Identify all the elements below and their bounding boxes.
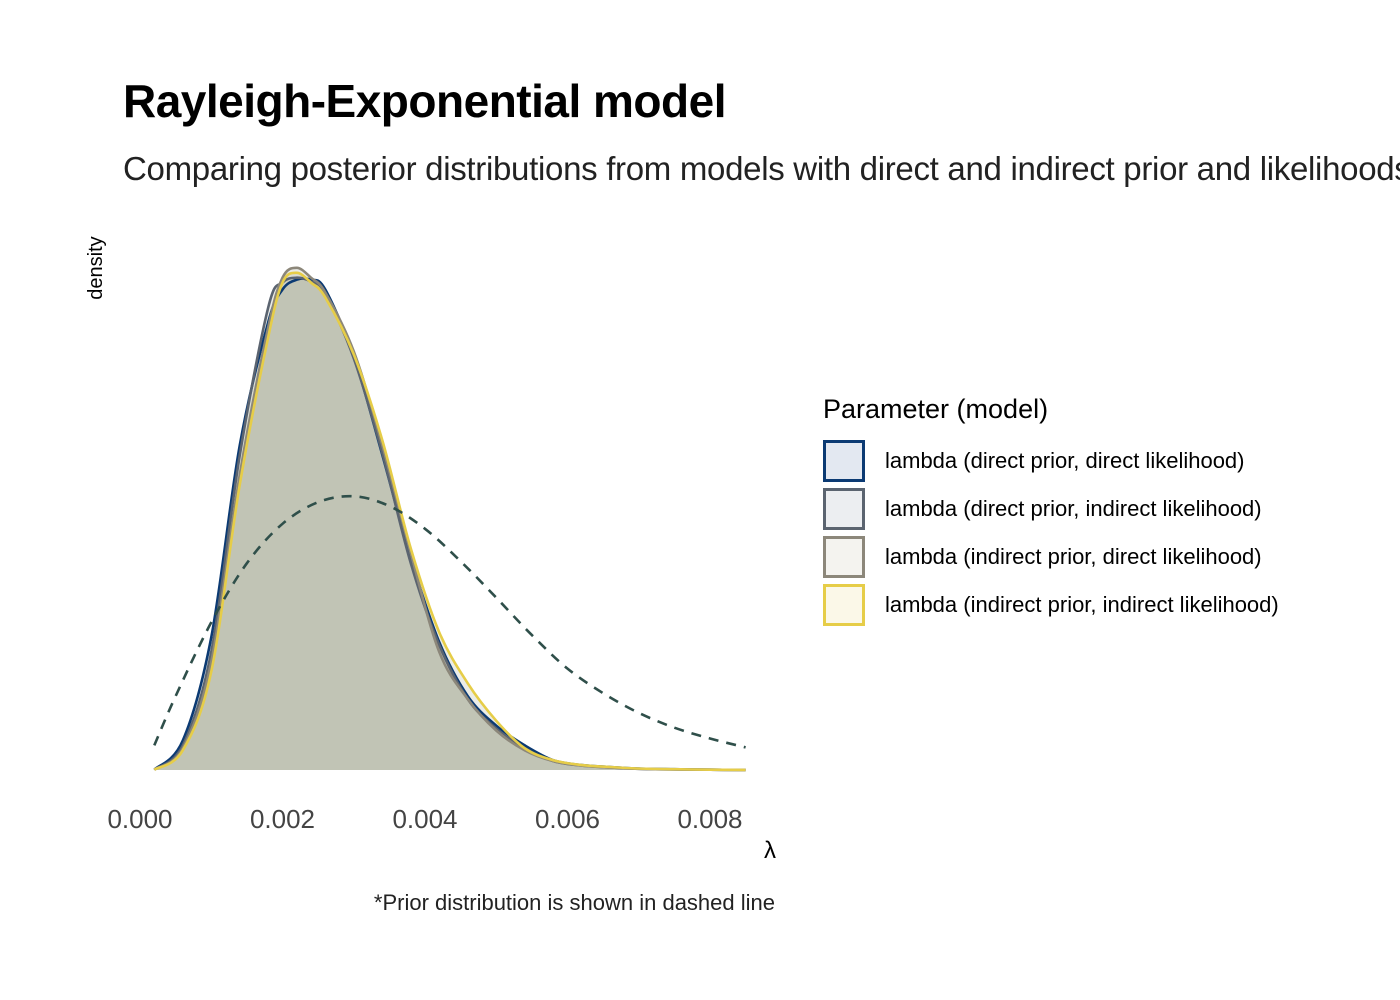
legend-swatch [823, 488, 865, 530]
x-tick-label: 0.008 [677, 804, 742, 834]
legend-swatch [823, 536, 865, 578]
legend-label: lambda (indirect prior, indirect likelih… [885, 592, 1279, 617]
chart-caption: *Prior distribution is shown in dashed l… [374, 890, 775, 915]
legend-item: lambda (indirect prior, indirect likelih… [823, 581, 1279, 629]
legend-title: Parameter (model) [823, 394, 1049, 424]
x-axis-ticks: 0.000 0.002 0.004 0.006 0.008 [107, 804, 742, 834]
x-tick-label: 0.006 [535, 804, 600, 834]
posterior-lines [153, 266, 746, 772]
y-axis-title: density [85, 236, 107, 299]
x-tick-label: 0.004 [392, 804, 457, 834]
prior-curve [153, 494, 746, 749]
legend-item: lambda (direct prior, indirect likelihoo… [823, 485, 1279, 533]
x-tick-label: 0.002 [250, 804, 315, 834]
posterior-areas [154, 267, 746, 770]
posterior-area-1 [154, 278, 746, 770]
posterior-area-3 [154, 267, 746, 770]
prior-line [153, 494, 746, 749]
posterior-area-4 [154, 272, 746, 770]
legend-label: lambda (direct prior, direct likelihood) [885, 448, 1245, 473]
x-tick-label: 0.000 [107, 804, 172, 834]
chart-title: Rayleigh-Exponential model [123, 75, 727, 127]
legend-swatch [823, 440, 865, 482]
legend-item: lambda (direct prior, direct likelihood) [823, 437, 1279, 485]
legend-label: lambda (indirect prior, direct likelihoo… [885, 544, 1262, 569]
x-axis-title: λ [764, 837, 776, 864]
chart-subtitle: Comparing posterior distributions from m… [123, 150, 1400, 187]
legend-items: lambda (direct prior, direct likelihood)… [823, 437, 1279, 629]
legend: Parameter (model) lambda (direct prior, … [823, 394, 1279, 629]
legend-swatch [823, 584, 865, 626]
posterior-area-2 [154, 277, 746, 770]
posterior-line-4 [153, 271, 746, 772]
legend-label: lambda (direct prior, indirect likelihoo… [885, 496, 1262, 521]
legend-item: lambda (indirect prior, direct likelihoo… [823, 533, 1279, 581]
